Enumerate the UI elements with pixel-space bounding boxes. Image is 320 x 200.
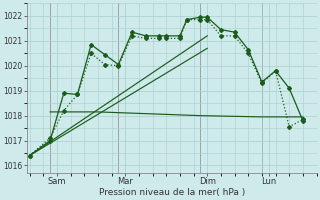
- X-axis label: Pression niveau de la mer( hPa ): Pression niveau de la mer( hPa ): [99, 188, 245, 197]
